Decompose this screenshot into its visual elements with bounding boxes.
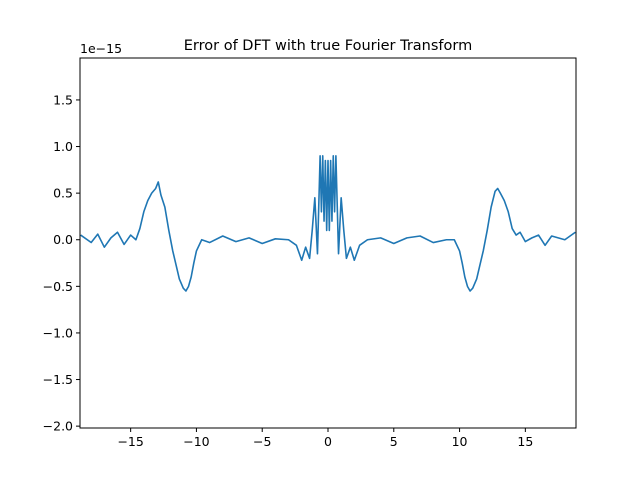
plot-area (80, 155, 576, 292)
y-tick-label: 0.5 (53, 186, 73, 201)
y-tick-label: 0.0 (53, 232, 73, 247)
y-tick-label: −0.5 (43, 279, 73, 294)
y-tick-label: −2.0 (43, 419, 73, 434)
x-tick-label: −10 (183, 434, 209, 449)
x-tick-label: −5 (253, 434, 271, 449)
y-tick-label: 1.0 (53, 139, 73, 154)
axes-frame (79, 57, 577, 429)
y-axis-ticks: −2.0 −1.5 −1.0 −0.5 0.0 0.5 1.0 1.5 (43, 92, 80, 434)
x-tick-label: 0 (324, 434, 332, 449)
x-tick-label: 10 (452, 434, 468, 449)
y-tick-label: −1.0 (43, 325, 73, 340)
x-axis-ticks: −15 −10 −5 0 5 10 15 (117, 428, 533, 449)
series-line-0 (80, 155, 576, 292)
x-tick-label: 5 (390, 434, 398, 449)
x-tick-label: 15 (517, 434, 533, 449)
chart-title: Error of DFT with true Fourier Transform (184, 38, 473, 54)
y-tick-label: 1.5 (53, 92, 73, 107)
y-tick-label: −1.5 (43, 372, 73, 387)
x-tick-label: −15 (117, 434, 143, 449)
y-scale-offset-label: 1e−15 (80, 41, 122, 56)
